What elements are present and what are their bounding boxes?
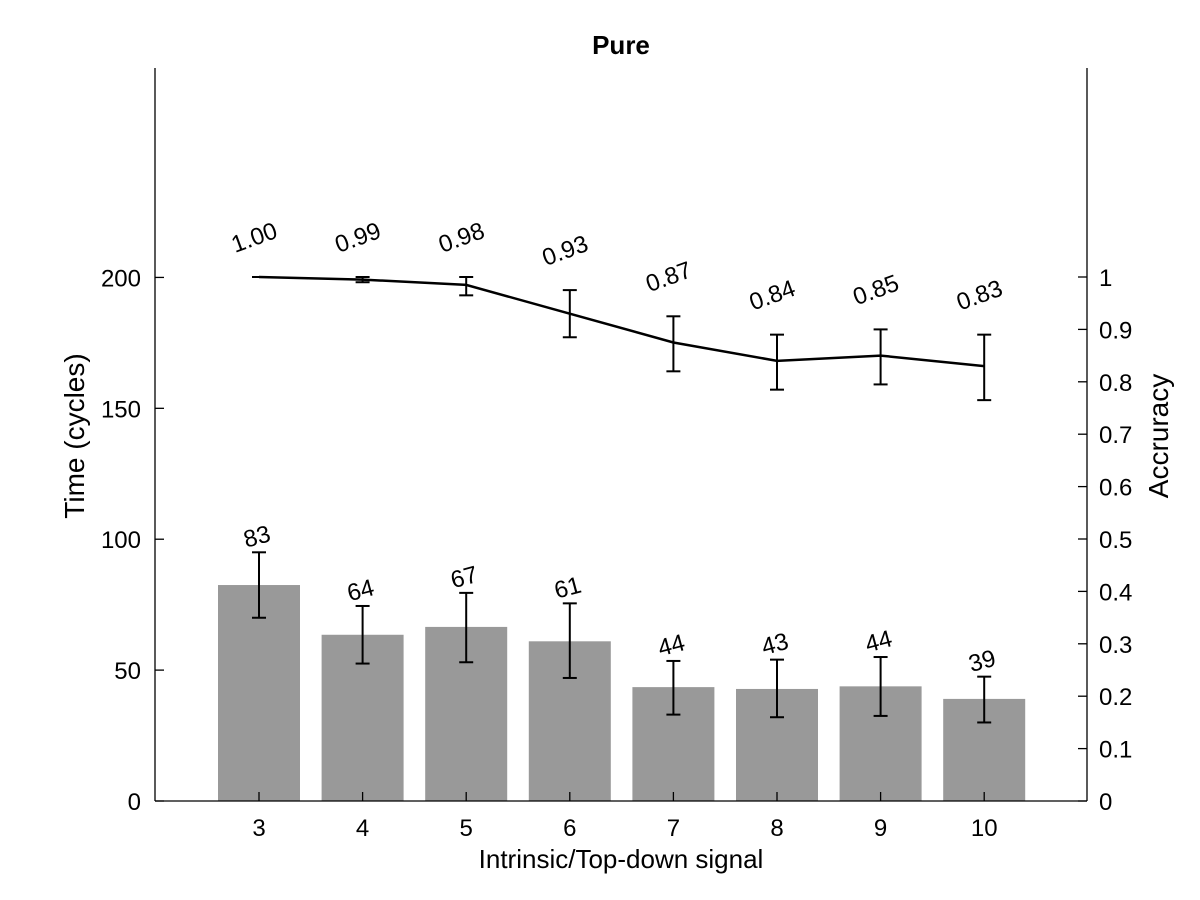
bar [218, 585, 300, 801]
bar-value-label: 43 [759, 628, 792, 661]
y2-tick-label: 0 [1099, 789, 1112, 816]
line-value-label: 0.87 [642, 257, 695, 298]
y2-axis-label: Accruracy [1143, 374, 1174, 498]
x-tick-label: 6 [563, 815, 576, 842]
x-tick-label: 9 [874, 815, 887, 842]
line-value-label: 0.98 [435, 217, 488, 258]
y-tick-label: 150 [101, 396, 141, 423]
bar-value-label: 61 [551, 572, 584, 605]
chart-title: Pure [592, 30, 650, 60]
x-tick-label: 8 [770, 815, 783, 842]
x-tick-label: 5 [460, 815, 473, 842]
line-value-label: 1.00 [228, 217, 281, 258]
line-value-label: 0.83 [953, 275, 1006, 316]
y-tick-label: 100 [101, 527, 141, 554]
y2-tick-label: 0.6 [1099, 475, 1132, 502]
line-value-label: 0.85 [849, 270, 902, 311]
y2-tick-label: 0.9 [1099, 317, 1132, 344]
y2-tick-label: 0.3 [1099, 632, 1132, 659]
line-value-label: 0.99 [331, 217, 384, 258]
y2-tick-label: 0.2 [1099, 684, 1132, 711]
y2-tick-label: 0.7 [1099, 422, 1132, 449]
x-tick-label: 7 [667, 815, 680, 842]
x-tick-label: 4 [356, 815, 369, 842]
bar-value-label: 64 [344, 574, 377, 607]
y2-tick-label: 0.1 [1099, 737, 1132, 764]
x-tick-label: 3 [252, 815, 265, 842]
line-value-label: 0.84 [746, 275, 799, 316]
y-tick-label: 0 [128, 789, 141, 816]
bar-value-label: 39 [966, 645, 999, 678]
bar-value-label: 44 [655, 629, 688, 662]
x-axis-label: Intrinsic/Top-down signal [479, 844, 764, 874]
x-tick-label: 10 [971, 815, 998, 842]
y2-tick-label: 1 [1099, 265, 1112, 292]
y2-tick-label: 0.5 [1099, 527, 1132, 554]
y2-tick-label: 0.8 [1099, 370, 1132, 397]
y-tick-label: 200 [101, 265, 141, 292]
y2-tick-label: 0.4 [1099, 579, 1132, 606]
bar-value-label: 67 [448, 561, 481, 594]
accuracy-line [258, 275, 985, 368]
y-axis-label: Time (cycles) [59, 353, 90, 518]
bar-value-label: 83 [241, 521, 274, 554]
line-value-label: 0.93 [539, 230, 592, 271]
plot-area: 0 50 100 150 200 0 0.1 0.2 0.3 0.4 0.5 0.6 0.7 0.8 0.9… [101, 68, 1132, 842]
y-tick-label: 50 [114, 658, 141, 685]
bar-value-label: 44 [862, 625, 895, 658]
